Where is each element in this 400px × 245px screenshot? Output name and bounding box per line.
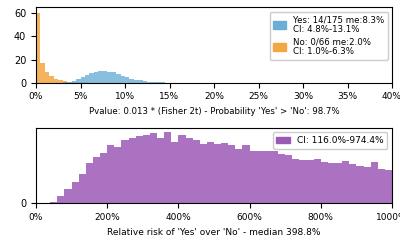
Bar bbox=[94, 72, 98, 83]
Bar bbox=[300, 160, 306, 203]
Bar bbox=[321, 162, 328, 203]
Bar bbox=[221, 143, 228, 203]
Bar bbox=[79, 174, 86, 203]
X-axis label: Pvalue: 0.013 * (Fisher 2t) - Probability 'Yes' > 'No': 98.7%: Pvalue: 0.013 * (Fisher 2t) - Probabilit… bbox=[89, 107, 339, 116]
Bar bbox=[80, 82, 85, 83]
Bar bbox=[306, 160, 314, 203]
Bar bbox=[157, 138, 164, 203]
Bar bbox=[116, 74, 120, 83]
Bar bbox=[371, 162, 378, 203]
Legend: Yes: 14/175 me:8.3%
CI: 4.8%-13.1%, No: 0/66 me:2.0%
CI: 1.0%-6.3%: Yes: 14/175 me:8.3% CI: 4.8%-13.1%, No: … bbox=[270, 12, 388, 60]
Bar bbox=[76, 79, 80, 83]
Bar bbox=[164, 132, 171, 203]
Bar bbox=[178, 135, 186, 203]
Bar bbox=[58, 80, 63, 83]
Bar bbox=[378, 169, 385, 203]
Bar bbox=[128, 138, 136, 203]
Bar bbox=[134, 80, 138, 83]
Bar bbox=[186, 138, 193, 203]
Bar bbox=[143, 81, 147, 83]
Bar bbox=[72, 81, 76, 83]
Bar bbox=[67, 82, 72, 83]
Bar bbox=[328, 163, 335, 203]
Bar bbox=[72, 82, 76, 83]
Bar bbox=[64, 189, 72, 203]
Bar bbox=[100, 153, 107, 203]
Bar bbox=[138, 80, 143, 83]
Bar bbox=[49, 76, 54, 83]
Bar bbox=[278, 155, 285, 203]
Bar bbox=[147, 82, 152, 83]
Bar bbox=[285, 155, 292, 203]
Bar bbox=[200, 144, 207, 203]
Bar bbox=[385, 170, 392, 203]
Bar bbox=[67, 82, 72, 83]
Bar bbox=[136, 135, 143, 203]
Bar bbox=[107, 145, 114, 203]
Bar bbox=[86, 163, 93, 203]
Bar bbox=[57, 196, 64, 203]
Bar bbox=[40, 63, 45, 83]
Bar bbox=[193, 140, 200, 203]
Bar bbox=[314, 159, 321, 203]
Bar bbox=[364, 167, 371, 203]
Bar bbox=[103, 71, 107, 83]
Bar bbox=[120, 76, 125, 83]
Bar bbox=[50, 202, 57, 203]
Bar bbox=[114, 147, 122, 203]
Bar bbox=[122, 140, 128, 203]
Bar bbox=[72, 182, 79, 203]
Bar bbox=[292, 159, 300, 203]
Bar bbox=[130, 79, 134, 83]
Bar bbox=[335, 163, 342, 203]
Bar bbox=[257, 151, 264, 203]
Bar bbox=[45, 72, 49, 83]
Legend: CI: 116.0%-974.4%: CI: 116.0%-974.4% bbox=[273, 133, 388, 149]
Bar bbox=[349, 164, 356, 203]
Bar bbox=[214, 144, 221, 203]
Bar bbox=[112, 73, 116, 83]
Bar bbox=[264, 151, 271, 203]
Bar bbox=[235, 149, 242, 203]
Bar bbox=[242, 146, 250, 203]
Bar bbox=[90, 73, 94, 83]
Bar bbox=[356, 166, 364, 203]
Bar bbox=[228, 145, 235, 203]
Bar bbox=[143, 135, 150, 203]
X-axis label: Relative risk of 'Yes' over 'No' - median 398.8%: Relative risk of 'Yes' over 'No' - media… bbox=[107, 228, 321, 237]
Bar bbox=[36, 13, 40, 83]
Bar bbox=[85, 75, 90, 83]
Bar bbox=[207, 142, 214, 203]
Bar bbox=[93, 157, 100, 203]
Bar bbox=[107, 72, 112, 83]
Bar bbox=[171, 142, 178, 203]
Bar bbox=[152, 82, 156, 83]
Bar bbox=[63, 81, 67, 83]
Bar bbox=[250, 151, 257, 203]
Bar bbox=[76, 82, 80, 83]
Bar bbox=[98, 71, 103, 83]
Bar bbox=[125, 77, 130, 83]
Bar bbox=[271, 151, 278, 203]
Bar bbox=[156, 82, 161, 83]
Bar bbox=[80, 77, 85, 83]
Bar bbox=[342, 161, 349, 203]
Bar bbox=[54, 79, 58, 83]
Bar bbox=[150, 133, 157, 203]
